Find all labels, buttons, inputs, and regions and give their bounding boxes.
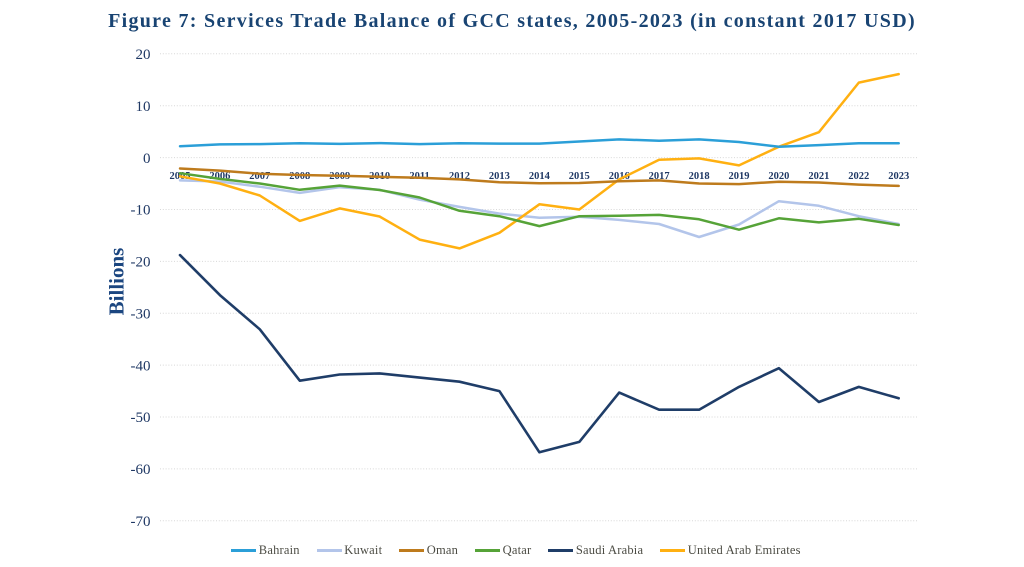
svg-text:2013: 2013 <box>489 171 510 182</box>
svg-text:2012: 2012 <box>449 171 470 182</box>
svg-text:2021: 2021 <box>808 171 829 182</box>
svg-text:-50: -50 <box>131 410 151 426</box>
svg-text:2006: 2006 <box>209 171 230 182</box>
svg-text:2019: 2019 <box>729 171 750 182</box>
svg-text:2016: 2016 <box>609 171 630 182</box>
svg-text:2008: 2008 <box>289 171 310 182</box>
svg-text:-30: -30 <box>131 306 151 322</box>
svg-text:2014: 2014 <box>529 171 551 182</box>
svg-text:10: 10 <box>136 99 151 115</box>
svg-text:-10: -10 <box>131 203 151 219</box>
svg-text:20: 20 <box>136 47 151 63</box>
svg-text:-20: -20 <box>131 255 151 271</box>
svg-text:0: 0 <box>143 151 151 167</box>
svg-text:2017: 2017 <box>649 171 670 182</box>
svg-text:2023: 2023 <box>888 171 909 182</box>
svg-text:2022: 2022 <box>848 171 869 182</box>
svg-text:2020: 2020 <box>768 171 789 182</box>
svg-text:2015: 2015 <box>569 171 590 182</box>
svg-text:-60: -60 <box>131 462 151 478</box>
svg-text:-70: -70 <box>131 514 151 530</box>
svg-text:2018: 2018 <box>689 171 710 182</box>
svg-text:-40: -40 <box>131 358 151 374</box>
svg-text:2007: 2007 <box>249 171 270 182</box>
